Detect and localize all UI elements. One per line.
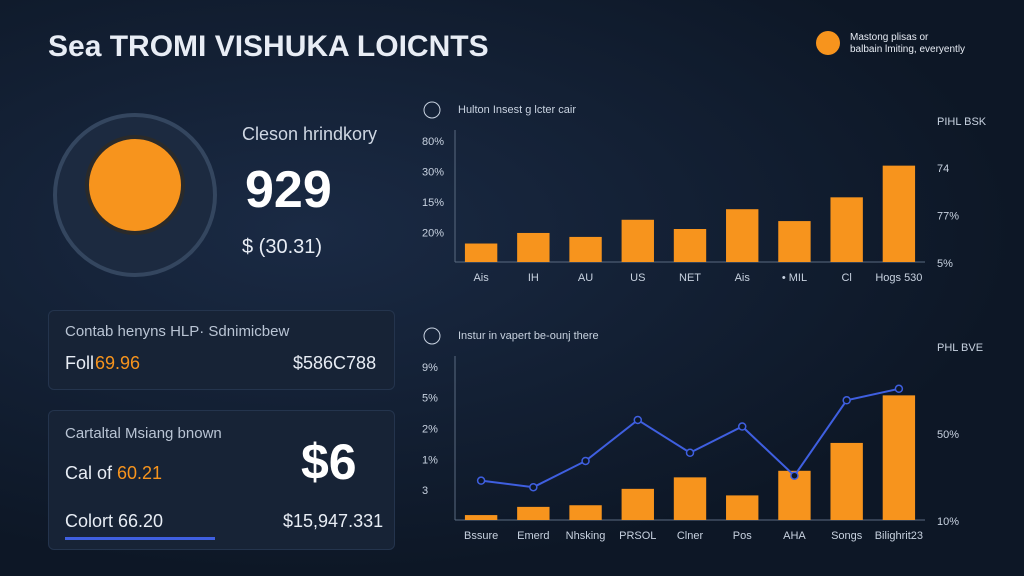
bar: [621, 219, 654, 262]
point: [476, 476, 486, 485]
axis-label: 74: [937, 163, 949, 175]
axis-label: 15%: [422, 197, 444, 209]
bar: [464, 515, 498, 520]
bar: [517, 232, 550, 262]
summary-sub: $ (30.31): [242, 236, 323, 258]
bar: [778, 221, 811, 262]
axis-label: 77%: [937, 211, 959, 223]
row-value: 69.96: [95, 353, 141, 373]
summary-value: 929: [245, 161, 332, 219]
x-tick-label: Songs: [831, 530, 863, 542]
x-tick-label: • MIL: [782, 272, 807, 284]
row-label: Colort 66.20: [65, 511, 164, 531]
bar: [673, 477, 707, 520]
row-label: Cal of: [65, 463, 113, 483]
x-tick-label: IH: [528, 272, 539, 284]
bar: [882, 165, 916, 262]
bar: [830, 442, 863, 520]
bar-chart: Hulton Insest g lcter cair 80% 30% 15% 20% PI…: [422, 101, 987, 284]
axis-label: 3: [422, 485, 428, 497]
card: Cartaltal Msiang bnown Cal of 60.21 $6 C…: [48, 410, 395, 550]
bar: [517, 506, 550, 520]
amount: $586C788: [293, 353, 377, 373]
x-tick-label: US: [630, 272, 645, 284]
card: Contab henyns HLP· Sdnimicbew Foll 69.96…: [48, 310, 395, 390]
amount: $15,947.331: [283, 511, 384, 531]
summary-label: Cleson hrindkory: [242, 124, 378, 144]
point: [581, 456, 590, 466]
chart-title: Hulton Insest g lcter cair: [458, 104, 576, 116]
bar: [621, 488, 654, 520]
card-title: Cartaltal Msiang bnown: [65, 425, 222, 442]
axis-label: 1%: [422, 454, 438, 466]
x-tick-label: Bilighrit23: [875, 530, 923, 542]
x-tick-label: Bssure: [464, 530, 498, 542]
bar: [726, 495, 759, 520]
axis-label: 50%: [937, 429, 959, 441]
x-tick-label: AHA: [783, 530, 806, 542]
x-tick-label: AU: [578, 272, 593, 284]
x-tick-label: Clner: [677, 530, 704, 542]
bar: [726, 209, 759, 262]
coin-badge: [53, 113, 217, 277]
axis-label: 20%: [422, 227, 444, 239]
icon: [423, 101, 441, 119]
x-tick-label: Ais: [735, 272, 751, 284]
combo-chart: Instur in vapert be-ounj there 9% 5% 2% 1% 3 P…: [422, 327, 983, 542]
x-tick-label: Emerd: [517, 530, 549, 542]
point: [842, 396, 851, 405]
coin-icon: [816, 31, 840, 55]
chart-title: Instur in vapert be-ounj there: [458, 330, 599, 342]
x-tick-label: Pos: [733, 530, 752, 542]
title: Sea TROMI VISHUKA LOICNTS: [48, 30, 489, 63]
point: [685, 448, 695, 458]
bar: [569, 236, 602, 262]
axis-label: 10%: [937, 516, 959, 528]
big-value: $6: [301, 434, 357, 490]
point: [633, 415, 643, 425]
x-tick-label: Cl: [841, 272, 851, 284]
axis-label: 80%: [422, 136, 444, 148]
bar: [464, 243, 498, 262]
note: Mastong plisas or: [850, 32, 929, 43]
bar: [882, 395, 916, 520]
progress: [65, 537, 215, 540]
icon: [423, 327, 441, 345]
axis-label: 2%: [422, 424, 438, 436]
row-value: 60.21: [117, 463, 163, 483]
axis-label: 5%: [937, 258, 953, 270]
axis-label: 5%: [422, 393, 438, 405]
x-tick-label: PRSOL: [619, 530, 656, 542]
axis-label: PHL BVE: [937, 342, 983, 354]
x-tick-label: Nhsking: [566, 530, 606, 542]
axis-label: 30%: [422, 166, 444, 178]
x-tick-label: Ais: [473, 272, 489, 284]
bar: [830, 197, 863, 262]
x-tick-label: NET: [679, 272, 701, 284]
card-title: Contab henyns HLP· Sdnimicbew: [65, 323, 290, 340]
note: balbain lmiting, everyently: [850, 44, 966, 55]
axis-label: PIHL BSK: [937, 116, 987, 128]
axis-label: 9%: [422, 362, 438, 374]
point: [529, 482, 538, 492]
row-label: Foll: [65, 353, 95, 373]
point: [737, 422, 747, 431]
bar: [569, 505, 602, 520]
point: [894, 384, 904, 394]
bar: [673, 229, 707, 262]
point: [790, 471, 799, 480]
x-tick-label: Hogs 530: [875, 272, 922, 284]
